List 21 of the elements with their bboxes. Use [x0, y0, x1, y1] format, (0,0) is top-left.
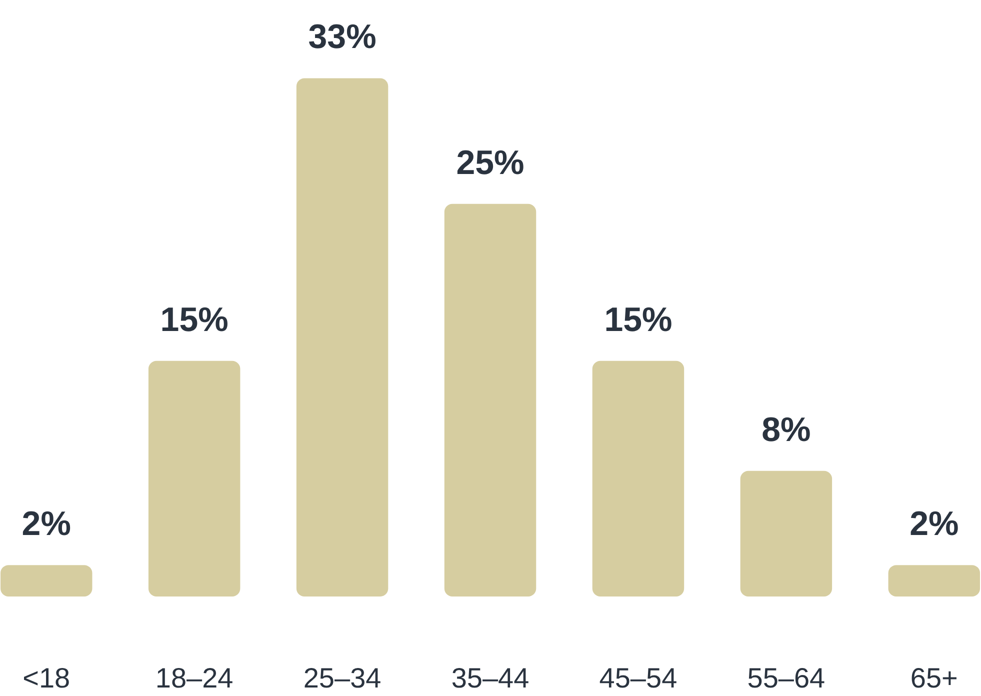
x-tick-label: 18–24: [155, 662, 234, 694]
bar: [296, 78, 388, 596]
x-tick-label: 35–44: [451, 662, 530, 694]
data-label: 2%: [22, 505, 71, 544]
x-tick-label: <18: [22, 662, 70, 694]
bar: [592, 360, 684, 596]
bar: [740, 470, 832, 596]
x-tick-label: 25–34: [303, 662, 382, 694]
bar: [0, 565, 92, 596]
data-label: 8%: [762, 410, 811, 449]
bar: [148, 360, 240, 596]
x-tick-label: 45–54: [599, 662, 678, 694]
data-label: 2%: [910, 505, 959, 544]
data-label: 15%: [604, 300, 672, 339]
x-tick-label: 65+: [910, 662, 958, 694]
x-tick-label: 55–64: [747, 662, 826, 694]
data-label: 33%: [308, 18, 376, 56]
data-label: 25%: [456, 144, 524, 182]
bar: [888, 565, 980, 596]
bar: [444, 204, 536, 596]
data-label: 15%: [160, 300, 228, 339]
